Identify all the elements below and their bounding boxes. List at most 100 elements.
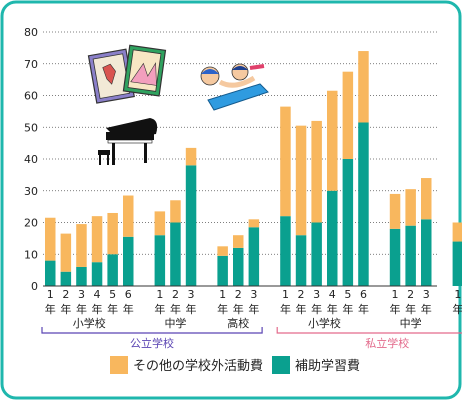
swimmers-illustration [200, 63, 269, 111]
bar-other-activities [389, 193, 401, 229]
x-tick-label: 6 [360, 288, 367, 301]
bar-other-activities [76, 224, 87, 267]
x-tick-suffix: 年 [342, 302, 353, 316]
bar-other-activities [311, 120, 322, 223]
y-tick-label: 20 [24, 217, 38, 230]
bar-other-activities [327, 90, 338, 191]
x-tick-label: 4 [94, 288, 101, 301]
x-tick-suffix: 年 [123, 302, 134, 316]
bar-supplementary-study [295, 235, 307, 286]
bar-other-activities [91, 216, 103, 263]
bar-other-activities [123, 195, 134, 237]
bar-other-activities [107, 212, 118, 255]
bar-supplementary-study [60, 271, 72, 286]
x-tick-suffix: 年 [154, 302, 165, 316]
x-tick-suffix: 年 [186, 302, 197, 316]
bar-layer [45, 51, 462, 286]
x-tick-suffix: 年 [358, 302, 369, 316]
y-tick-label: 40 [24, 153, 38, 166]
x-tick-label: 2 [407, 288, 414, 301]
bar-supplementary-study [342, 159, 354, 286]
x-tick-suffix: 年 [107, 302, 118, 316]
bar-other-activities [45, 217, 56, 261]
bar-other-activities [233, 235, 244, 248]
x-tick-suffix: 年 [76, 302, 87, 316]
bar-other-activities [170, 200, 181, 223]
bar-supplementary-study [233, 247, 244, 286]
y-tick-label: 60 [24, 90, 38, 103]
x-tick-label: 2 [235, 288, 242, 301]
x-tick-suffix: 年 [92, 302, 103, 316]
y-tick-label: 0 [31, 280, 38, 293]
books-illustration [87, 44, 167, 104]
x-tick-label: 3 [188, 288, 195, 301]
x-tick-label: 3 [250, 288, 257, 301]
bar-supplementary-study [311, 222, 322, 286]
stage-label: 中学 [164, 316, 186, 330]
x-tick-label: 6 [125, 288, 132, 301]
y-tick-label: 50 [24, 121, 38, 134]
bar-other-activities [154, 211, 166, 236]
bar-supplementary-study [154, 235, 166, 286]
legend-label-other-activities: その他の学校外活動費 [133, 358, 263, 374]
x-tick-label: 1 [282, 288, 289, 301]
bar-supplementary-study [248, 227, 260, 286]
x-tick-label: 3 [78, 288, 85, 301]
x-tick-suffix: 年 [170, 302, 181, 316]
x-tick-suffix: 年 [45, 302, 56, 316]
bar-other-activities [452, 222, 462, 242]
legend-swatch-other-activities [110, 356, 128, 374]
x-tick-suffix: 年 [60, 302, 71, 316]
x-tick-label: 1 [392, 288, 399, 301]
piano-illustration [98, 118, 158, 165]
x-tick-label: 3 [313, 288, 320, 301]
x-tick-suffix: 年 [452, 302, 462, 316]
x-tick-suffix: 年 [327, 302, 338, 316]
legend-item-other-activities: その他の学校外活動費 [110, 356, 263, 374]
bar-other-activities [421, 178, 432, 220]
x-tick-suffix: 年 [280, 302, 291, 316]
x-tick-label: 5 [344, 288, 351, 301]
x-tick-suffix: 年 [405, 302, 416, 316]
stage-label: 小学校 [73, 316, 106, 330]
bar-supplementary-study [389, 228, 401, 286]
x-tick-label: 1 [156, 288, 163, 301]
bar-other-activities [405, 189, 416, 226]
x-tick-suffix: 年 [233, 302, 244, 316]
sector-label: 公立学校 [130, 336, 174, 350]
y-tick-label: 70 [24, 58, 38, 71]
x-tick-label: 2 [172, 288, 179, 301]
legend-swatch-supplementary-study [272, 356, 290, 374]
bar-supplementary-study [280, 216, 291, 286]
bar-other-activities [295, 125, 307, 236]
y-tick-label: 30 [24, 185, 38, 198]
sector-bracket [276, 327, 462, 334]
x-tick-label: 2 [62, 288, 69, 301]
bar-supplementary-study [123, 236, 134, 286]
bar-other-activities [280, 106, 291, 217]
bar-supplementary-study [421, 219, 432, 286]
bar-supplementary-study [452, 241, 462, 286]
stage-label: 中学 [400, 316, 422, 330]
x-tick-suffix: 年 [217, 302, 228, 316]
stage-label: 高校 [227, 316, 249, 330]
bar-supplementary-study [405, 225, 416, 286]
bar-supplementary-study [170, 222, 181, 286]
x-tick-suffix: 年 [390, 302, 401, 316]
bar-supplementary-study [217, 255, 228, 286]
bar-other-activities [60, 233, 72, 272]
x-tick-suffix: 年 [421, 302, 432, 316]
x-tick-label: 1 [47, 288, 54, 301]
sector-bracket [41, 327, 263, 334]
bar-other-activities [217, 246, 228, 256]
x-tick-label: 3 [423, 288, 430, 301]
x-tick-label: 5 [109, 288, 116, 301]
axis-layer: 010203040506070801年2年3年4年5年6年1年2年3年1年2年3… [24, 26, 462, 350]
bar-supplementary-study [358, 122, 369, 286]
y-tick-label: 10 [24, 248, 38, 261]
x-tick-label: 1 [219, 288, 226, 301]
bar-supplementary-study [45, 260, 56, 286]
y-tick-label: 80 [24, 26, 38, 39]
